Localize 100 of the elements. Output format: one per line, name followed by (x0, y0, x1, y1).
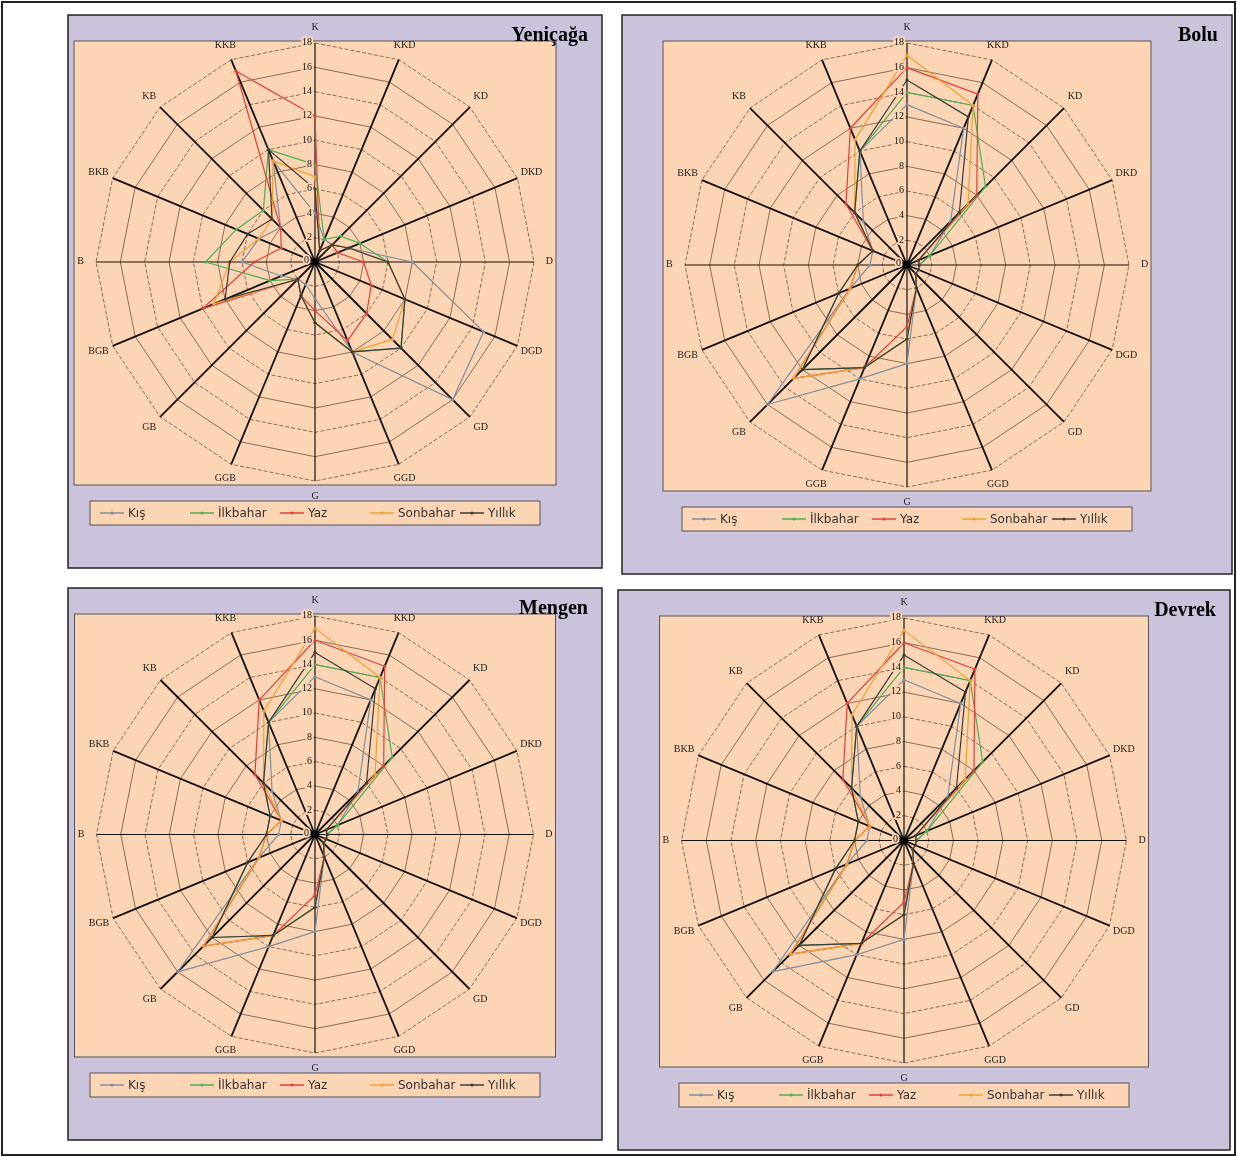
legend-label: Kış (128, 505, 146, 520)
y-tick-label: 8 (307, 157, 312, 169)
legend-label: Yaz (896, 1087, 917, 1102)
y-tick-label: 18 (894, 36, 904, 48)
y-tick-label: 14 (302, 84, 312, 96)
legend-label: İlkbahar (218, 504, 267, 520)
y-tick-label: 4 (307, 779, 312, 791)
y-tick-label: 6 (307, 754, 312, 766)
y-tick-label: 12 (302, 109, 312, 121)
y-tick-label: 18 (302, 36, 312, 48)
chart-title: Yeniçağa (511, 23, 588, 46)
y-tick-label: 2 (896, 809, 901, 821)
legend-label: Yıllık (1076, 1087, 1105, 1102)
spoke-label: KB (142, 89, 157, 101)
spoke-label: G (900, 1071, 908, 1083)
spoke-label: D (1138, 833, 1146, 845)
y-tick-label: 6 (899, 184, 904, 196)
y-tick-label: 0 (304, 826, 309, 838)
spoke-label: DKD (1115, 167, 1138, 179)
spoke-label: D (545, 255, 553, 267)
y-tick-label: 8 (896, 734, 901, 746)
spoke-label: GGD (984, 1053, 1006, 1065)
spoke-label: K (903, 20, 912, 32)
spoke-label: KKB (802, 613, 824, 625)
legend-label: Kış (717, 1087, 735, 1102)
y-tick-label: 16 (302, 633, 312, 645)
spoke-label: GB (728, 1002, 743, 1014)
spoke-label: KKD (987, 38, 1009, 50)
y-tick-label: 6 (896, 759, 901, 771)
y-tick-label: 12 (894, 110, 904, 122)
spoke-label: KB (728, 665, 743, 677)
chart-title: Mengen (519, 596, 588, 619)
spoke-label: KKD (393, 611, 416, 623)
spoke-label: BKB (673, 742, 695, 754)
spoke-label: GGD (393, 471, 416, 483)
spoke-label: DKD (520, 165, 543, 177)
y-tick-label: 8 (899, 159, 904, 171)
y-tick-label: 4 (307, 206, 312, 218)
spoke-label: DKD (520, 738, 542, 750)
y-tick-label: 16 (894, 60, 904, 72)
spoke-label: BKB (88, 738, 110, 750)
spoke-label: G (311, 1061, 319, 1073)
y-tick-label: 2 (899, 233, 904, 245)
spoke-label: KD (1065, 665, 1080, 677)
spoke-label: BGB (88, 917, 110, 929)
y-tick-label: 12 (891, 685, 901, 697)
y-tick-label: 2 (307, 803, 312, 815)
y-tick-label: 10 (894, 134, 904, 146)
spoke-label: K (900, 595, 909, 607)
spoke-label: GGB (802, 1053, 824, 1065)
legend-label: İlkbahar (810, 510, 859, 526)
y-tick-label: 4 (899, 208, 904, 220)
spoke-label: KD (473, 662, 488, 674)
legend-label: İlkbahar (218, 1076, 267, 1092)
spoke-label: KKB (214, 38, 237, 50)
y-tick-label: 16 (302, 60, 312, 72)
legend-label: Yaz (307, 1077, 328, 1092)
spoke-label: B (666, 258, 674, 270)
spoke-label: GGB (214, 1043, 237, 1055)
legend-label: Sonbahar (987, 1087, 1045, 1102)
y-tick-label: 10 (891, 710, 901, 722)
legend-label: Yaz (899, 511, 920, 526)
y-tick-label: 10 (302, 706, 312, 718)
spoke-label: BGB (88, 344, 110, 356)
y-tick-label: 18 (891, 611, 901, 623)
legend-label: Sonbahar (398, 1077, 456, 1092)
legend-label: Sonbahar (398, 505, 456, 520)
spoke-label: GB (142, 420, 157, 432)
y-tick-label: 10 (302, 133, 312, 145)
text: Bolu (1177, 23, 1218, 45)
spoke-label: DGD (1113, 924, 1135, 936)
legend-label: Yıllık (487, 505, 516, 520)
spoke-label: D (1140, 258, 1149, 270)
spoke-label: BKB (677, 167, 699, 179)
spoke-label: KKB (805, 38, 827, 50)
spoke-label: GD (473, 993, 488, 1005)
spoke-label: D (545, 827, 553, 839)
spoke-label: K (311, 20, 320, 32)
y-tick-label: 18 (302, 609, 312, 621)
spoke-label: KD (473, 89, 488, 101)
legend-label: İlkbahar (807, 1086, 856, 1102)
spoke-label: BKB (88, 165, 110, 177)
legend-label: Kış (720, 511, 738, 526)
spoke-label: GD (1065, 1002, 1080, 1014)
spoke-label: KKD (393, 38, 416, 50)
spoke-label: B (77, 827, 85, 839)
spoke-label: B (77, 255, 85, 267)
spoke-label: GGB (214, 471, 237, 483)
y-tick-label: 12 (302, 682, 312, 694)
spoke-label: GGB (805, 477, 827, 489)
spoke-label: B (662, 833, 670, 845)
y-tick-label: 4 (896, 784, 901, 796)
spoke-label: KB (142, 662, 157, 674)
legend-label: Kış (128, 1077, 146, 1092)
legend-label: Yaz (307, 505, 328, 520)
spoke-label: GD (473, 420, 488, 432)
y-tick-label: 16 (891, 636, 901, 648)
spoke-label: DGD (1115, 349, 1138, 361)
spoke-label: G (311, 489, 319, 501)
spoke-label: K (311, 594, 320, 605)
